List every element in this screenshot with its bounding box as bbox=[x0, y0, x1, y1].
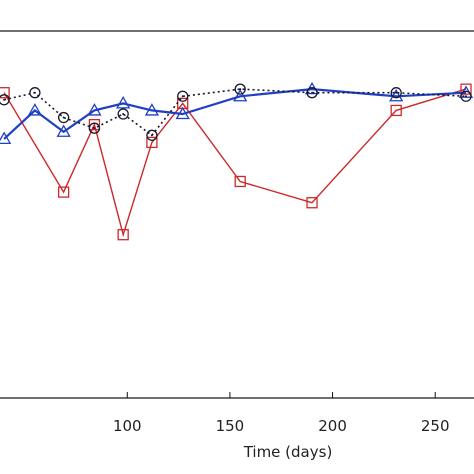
point-square-6 bbox=[234, 175, 246, 188]
point-circle-8-dot bbox=[311, 91, 314, 94]
series-layer bbox=[0, 81, 474, 241]
point-circle-5 bbox=[146, 129, 158, 141]
point-circle-10-dot bbox=[465, 95, 467, 98]
x-tick-label-250: 250 bbox=[421, 417, 450, 435]
point-circle-9 bbox=[390, 87, 402, 99]
point-triangle-6 bbox=[175, 106, 190, 120]
point-square-3 bbox=[117, 229, 129, 241]
point-circle-10 bbox=[460, 90, 472, 102]
point-square-8 bbox=[390, 104, 402, 117]
point-triangle-0 bbox=[0, 131, 12, 145]
point-triangle-7 bbox=[233, 88, 248, 102]
point-triangle-3 bbox=[87, 103, 102, 116]
point-circle-6 bbox=[177, 90, 189, 102]
point-circle-1 bbox=[29, 87, 41, 99]
point-circle-4-dot bbox=[122, 113, 125, 115]
point-triangle-1 bbox=[27, 103, 43, 116]
point-circle-7 bbox=[234, 83, 246, 95]
point-square-7 bbox=[306, 197, 318, 209]
point-square-1 bbox=[57, 186, 70, 198]
point-circle-3 bbox=[88, 122, 101, 134]
point-circle-6-dot bbox=[181, 95, 184, 98]
series-line-triangle bbox=[3, 87, 467, 140]
point-circle-2 bbox=[57, 111, 70, 124]
series-circle bbox=[0, 83, 472, 141]
x-tick-label-150: 150 bbox=[216, 417, 245, 435]
point-circle-5-dot bbox=[150, 134, 153, 137]
x-tick-label-200: 200 bbox=[318, 417, 347, 435]
point-circle-9-dot bbox=[395, 91, 398, 94]
point-square-0 bbox=[0, 87, 10, 99]
x-axis: 100 150 200 250 bbox=[113, 392, 450, 435]
point-circle-8 bbox=[306, 87, 318, 99]
point-square-4 bbox=[146, 136, 158, 149]
point-square-9 bbox=[460, 83, 472, 95]
series-line-square bbox=[3, 88, 467, 238]
point-circle-7-dot bbox=[239, 88, 242, 91]
point-circle-0 bbox=[0, 94, 10, 106]
point-triangle-4 bbox=[116, 96, 131, 109]
point-circle-3-dot bbox=[93, 127, 96, 130]
x-tick-label-100: 100 bbox=[113, 417, 142, 435]
point-circle-4 bbox=[117, 108, 129, 120]
point-circle-1-dot bbox=[33, 91, 36, 94]
point-triangle-2 bbox=[56, 124, 71, 137]
point-square-2 bbox=[88, 119, 101, 131]
point-circle-2-dot bbox=[62, 116, 65, 119]
point-triangle-5 bbox=[144, 103, 160, 116]
series-triangle bbox=[0, 81, 474, 145]
point-triangle-9 bbox=[389, 88, 404, 102]
series-square bbox=[0, 83, 472, 241]
x-axis-label: Time (days) bbox=[243, 443, 333, 461]
point-circle-0-dot bbox=[3, 98, 6, 101]
